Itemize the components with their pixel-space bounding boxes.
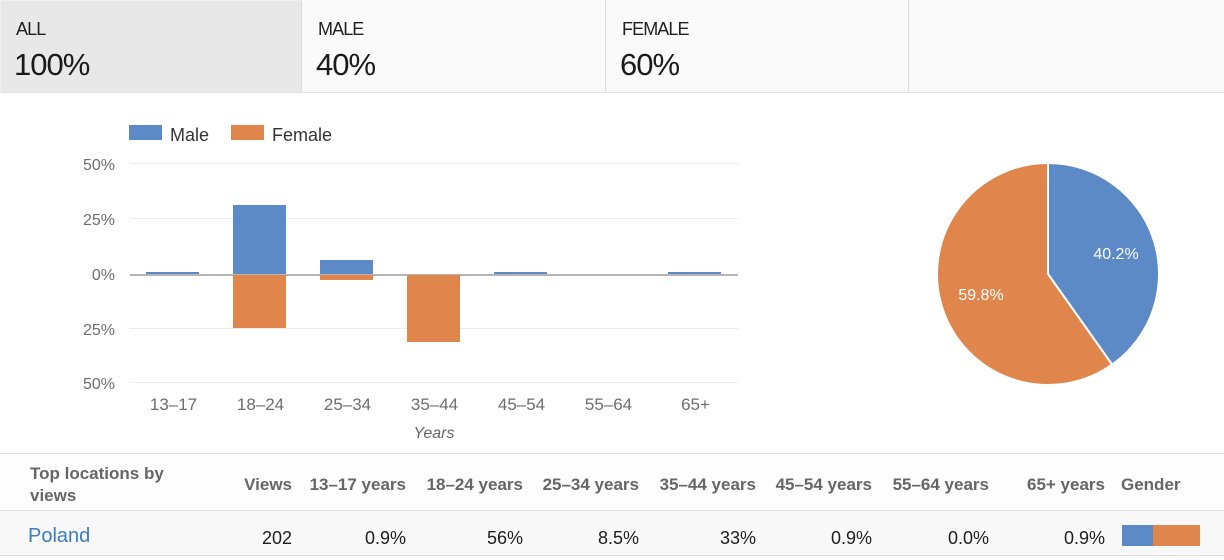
svg-text:59.8%: 59.8% — [958, 287, 1003, 304]
svg-text:40.2%: 40.2% — [1093, 246, 1138, 263]
